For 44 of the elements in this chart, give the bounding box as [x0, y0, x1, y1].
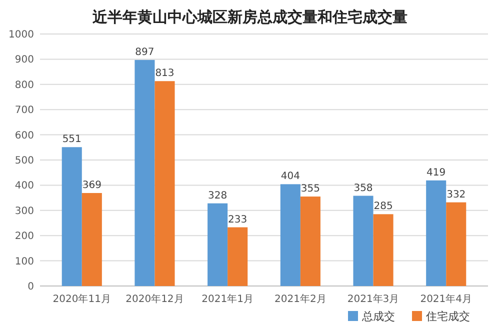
bar	[300, 196, 320, 286]
bar	[228, 227, 248, 286]
data-label: 332	[446, 189, 466, 200]
x-tick-label: 2021年4月	[420, 293, 472, 305]
bar	[446, 202, 466, 286]
y-tick-label: 800	[14, 80, 34, 91]
bar	[134, 60, 155, 286]
bar	[280, 184, 300, 286]
data-label: 419	[426, 167, 446, 178]
y-tick-label: 400	[14, 180, 34, 192]
x-tick-label: 2020年12月	[126, 293, 184, 305]
x-tick-label: 2021年3月	[347, 293, 400, 305]
x-tick-label: 2020年11月	[52, 293, 111, 305]
data-label: 897	[135, 46, 154, 58]
data-label: 813	[155, 68, 174, 80]
data-label: 358	[354, 182, 373, 194]
data-label: 328	[208, 190, 228, 202]
y-tick-label: 700	[14, 105, 34, 116]
y-tick-label: 600	[14, 130, 34, 142]
bar	[82, 193, 102, 286]
y-tick-label: 500	[14, 156, 34, 166]
data-label: 355	[300, 184, 320, 195]
y-tick-label: 200	[14, 231, 34, 242]
bar	[154, 81, 175, 286]
x-tick-label: 2021年1月	[202, 293, 254, 305]
y-tick-label: 0	[28, 282, 34, 292]
legend-label: 总成交	[361, 310, 395, 323]
bar	[353, 196, 374, 286]
data-label: 404	[280, 171, 300, 182]
x-tick-label: 2021年2月	[274, 293, 326, 305]
data-label: 369	[82, 180, 102, 192]
y-tick-label: 900	[14, 54, 34, 66]
y-tick-label: 100	[14, 256, 34, 268]
y-tick-label: 1000	[8, 30, 34, 40]
chart-title: 近半年黄山中心城区新房总成交量和住宅成交量	[92, 8, 408, 26]
data-label: 285	[374, 201, 393, 212]
data-label: 551	[62, 134, 82, 146]
bar	[373, 214, 394, 286]
bar	[426, 180, 446, 286]
bar	[62, 147, 82, 286]
y-tick-label: 300	[14, 206, 34, 217]
data-label: 233	[228, 214, 248, 226]
bar	[208, 203, 228, 286]
legend-label: 住宅成交	[426, 310, 470, 323]
